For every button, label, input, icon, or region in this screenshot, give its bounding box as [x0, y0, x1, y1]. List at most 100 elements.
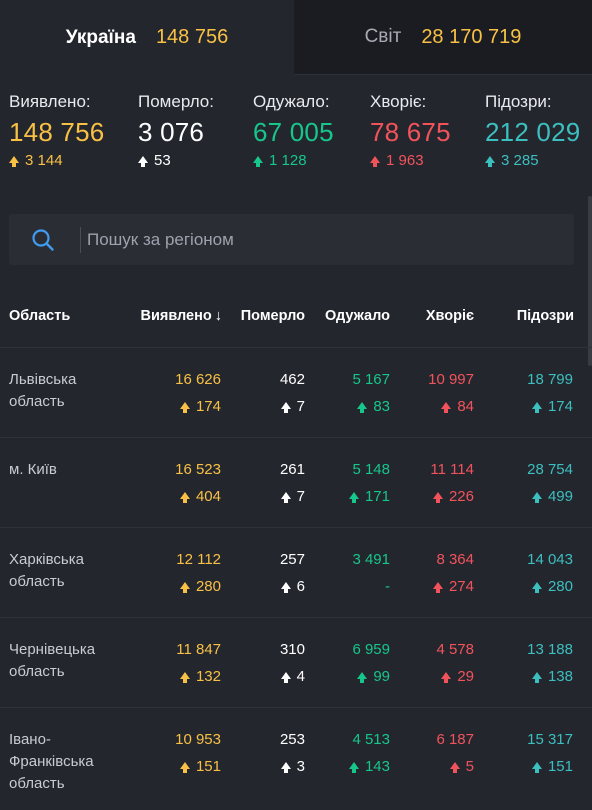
- cell-died-delta-value: 6: [296, 577, 305, 595]
- cell-suspected-delta-value: 138: [547, 667, 573, 685]
- arrow-up-icon: [280, 671, 291, 683]
- table-row[interactable]: Чернівецька область 11 847 132 310 4 6 9…: [0, 617, 592, 707]
- cell-died-value: 257: [279, 551, 305, 568]
- cell-detected: 12 112 280: [176, 551, 221, 596]
- cell-recovered: 4 513 143: [348, 731, 390, 776]
- cell-suspected: 18 799 174: [527, 371, 573, 416]
- arrow-up-icon: [179, 581, 190, 593]
- cell-detected: 16 523 404: [175, 461, 221, 506]
- cell-sick: 4 578 29: [436, 641, 474, 686]
- cell-died: 253 3: [280, 731, 305, 776]
- cell-recovered-delta: 143: [348, 756, 390, 776]
- cell-detected: 10 953 151: [175, 731, 221, 776]
- search-input[interactable]: [87, 214, 557, 265]
- cell-recovered: 3 491 -: [352, 551, 390, 596]
- cell-died: 462 7: [280, 371, 305, 416]
- tab-ukraine-count: 148 756: [155, 26, 229, 48]
- cell-recovered-value: 5 148: [352, 461, 390, 478]
- cell-sick-delta-value: 226: [448, 487, 474, 505]
- cell-suspected-value: 15 317: [527, 731, 573, 748]
- cell-died-delta: 4: [280, 666, 305, 686]
- arrow-up-icon: [531, 491, 542, 503]
- arrow-up-icon: [280, 491, 291, 503]
- arrow-up-icon: [357, 671, 368, 683]
- arrow-up-icon: [531, 761, 542, 773]
- stat-suspected: Підозри: 212 029 3 285: [485, 92, 580, 169]
- tab-ukraine[interactable]: Україна 148 756: [0, 0, 294, 75]
- row-area-name: Харківська область: [9, 551, 84, 590]
- cell-suspected-value: 14 043: [527, 551, 573, 568]
- cell-sick-delta: 226: [430, 486, 474, 506]
- cell-detected-delta-value: 404: [195, 487, 221, 505]
- search-divider: [80, 227, 81, 253]
- cell-suspected-delta-value: 151: [547, 757, 573, 775]
- cell-suspected-delta-value: 280: [547, 577, 573, 595]
- cell-suspected-delta-value: 174: [547, 397, 573, 415]
- arrow-up-icon: [280, 401, 291, 413]
- cell-suspected-delta: 499: [527, 486, 573, 506]
- tab-world-count: 28 170 719: [421, 25, 522, 48]
- table-body: Львівська область 16 626 174 462 7 5 167…: [0, 347, 592, 807]
- table-row[interactable]: Львівська область 16 626 174 462 7 5 167…: [0, 347, 592, 437]
- table-row[interactable]: Харківська область 12 112 280 257 6 3 49…: [0, 527, 592, 617]
- cell-died-delta-value: 4: [296, 667, 305, 685]
- arrow-up-icon: [9, 156, 19, 167]
- stat-recovered-label: Одужало:: [253, 92, 330, 111]
- cell-detected-value: 11 847: [176, 641, 221, 658]
- arrow-up-icon: [179, 491, 190, 503]
- cell-sick-value: 10 997: [428, 371, 474, 388]
- cell-died-delta: 3: [280, 756, 305, 776]
- cell-died-delta: 7: [280, 396, 305, 416]
- table-row[interactable]: м. Київ 16 523 404 261 7 5 148 171 11 11…: [0, 437, 592, 527]
- cell-suspected: 13 188 138: [527, 641, 573, 686]
- cell-detected-delta: 151: [175, 756, 221, 776]
- stat-detected-delta: 3 144: [9, 152, 104, 169]
- table-row[interactable]: Івано-Франківська область 10 953 151 253…: [0, 707, 592, 807]
- arrow-up-icon: [280, 761, 291, 773]
- arrow-up-icon: [179, 401, 190, 413]
- cell-sick: 10 997 84: [428, 371, 474, 416]
- arrow-up-icon: [485, 156, 495, 167]
- stat-sick-delta: 1 963: [370, 152, 451, 169]
- arrow-up-icon: [531, 581, 542, 593]
- region-tabs: Україна 148 756 Світ 28 170 719: [0, 0, 592, 75]
- header-sick[interactable]: Хворіє: [425, 308, 474, 324]
- arrow-up-icon: [179, 761, 190, 773]
- cell-detected: 11 847 132: [176, 641, 221, 686]
- cell-recovered: 5 148 171: [348, 461, 390, 506]
- cell-detected-delta: 280: [176, 576, 221, 596]
- arrow-up-icon: [357, 401, 368, 413]
- arrow-up-icon: [531, 671, 542, 683]
- stat-suspected-label: Підозри:: [485, 92, 552, 111]
- header-area: Область: [9, 308, 71, 324]
- cell-detected-value: 12 112: [176, 551, 221, 568]
- cell-sick-value: 8 364: [436, 551, 474, 568]
- table-header: Область Виявлено ↓ Померло Одужало Хворіє…: [0, 296, 592, 336]
- header-died[interactable]: Померло: [240, 308, 305, 324]
- arrow-up-icon: [179, 671, 190, 683]
- stat-died-delta: 53: [138, 152, 214, 169]
- cell-suspected-delta: 174: [527, 396, 573, 416]
- header-detected-label: Виявлено: [140, 308, 212, 324]
- cell-recovered-delta: 99: [352, 666, 390, 686]
- search-icon[interactable]: [31, 228, 55, 252]
- cell-suspected-value: 28 754: [527, 461, 573, 478]
- arrow-up-icon: [348, 491, 359, 503]
- cell-suspected: 14 043 280: [527, 551, 573, 596]
- cell-died-delta: 6: [280, 576, 305, 596]
- stat-detected: Виявлено: 148 756 3 144: [9, 92, 104, 169]
- cell-recovered-value: 4 513: [352, 731, 390, 748]
- cell-recovered-delta: -: [352, 576, 390, 596]
- cell-recovered-delta-value: 143: [364, 757, 390, 775]
- cell-died: 257 6: [280, 551, 305, 596]
- header-detected[interactable]: Виявлено ↓: [140, 308, 222, 324]
- scrollbar-thumb[interactable]: [588, 196, 592, 366]
- arrow-up-icon: [441, 401, 452, 413]
- arrow-up-icon: [138, 156, 148, 167]
- row-area-name: м. Київ: [9, 461, 57, 478]
- summary-stats: Виявлено: 148 756 3 144 Померло: 3 076 5…: [0, 92, 592, 172]
- header-recovered[interactable]: Одужало: [325, 308, 390, 324]
- header-suspected[interactable]: Підозри: [516, 308, 574, 324]
- cell-sick-delta: 5: [436, 756, 474, 776]
- tab-world[interactable]: Світ 28 170 719: [294, 0, 592, 75]
